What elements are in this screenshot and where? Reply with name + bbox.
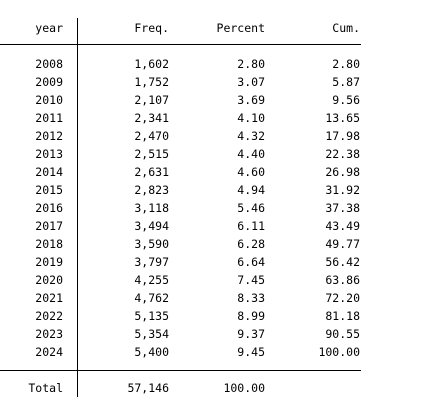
header-year: year xyxy=(35,21,63,35)
row-freq: 2,823 xyxy=(134,183,169,197)
row-freq: 2,470 xyxy=(134,129,169,143)
row-cum: 90.55 xyxy=(325,327,360,341)
row-freq: 5,135 xyxy=(134,309,169,323)
row-freq: 3,118 xyxy=(134,201,169,215)
row-year: 2015 xyxy=(35,183,63,197)
row-percent: 4.94 xyxy=(237,183,265,197)
row-freq: 4,762 xyxy=(134,291,169,305)
row-year: 2008 xyxy=(35,57,63,71)
row-cum: 37.38 xyxy=(325,201,360,215)
row-freq: 2,515 xyxy=(134,147,169,161)
header-percent: Percent xyxy=(216,21,265,35)
row-percent: 9.45 xyxy=(237,345,265,359)
row-percent: 3.69 xyxy=(237,93,265,107)
row-year: 2024 xyxy=(35,345,63,359)
row-cum: 72.20 xyxy=(325,291,360,305)
row-percent: 2.80 xyxy=(237,57,265,71)
total-freq: 57,146 xyxy=(127,381,169,395)
row-cum: 31.92 xyxy=(325,183,360,197)
column-divider xyxy=(77,18,78,397)
row-freq: 3,494 xyxy=(134,219,169,233)
row-freq: 5,400 xyxy=(134,345,169,359)
row-freq: 2,341 xyxy=(134,111,169,125)
row-freq: 4,255 xyxy=(134,273,169,287)
row-year: 2019 xyxy=(35,255,63,269)
row-cum: 49.77 xyxy=(325,237,360,251)
row-percent: 4.10 xyxy=(237,111,265,125)
row-year: 2012 xyxy=(35,129,63,143)
row-cum: 81.18 xyxy=(325,309,360,323)
row-cum: 63.86 xyxy=(325,273,360,287)
row-freq: 1,602 xyxy=(134,57,169,71)
total-percent: 100.00 xyxy=(223,381,265,395)
row-percent: 6.28 xyxy=(237,237,265,251)
row-percent: 4.60 xyxy=(237,165,265,179)
row-percent: 6.64 xyxy=(237,255,265,269)
row-year: 2010 xyxy=(35,93,63,107)
row-cum: 26.98 xyxy=(325,165,360,179)
row-percent: 3.07 xyxy=(237,75,265,89)
row-percent: 4.40 xyxy=(237,147,265,161)
header-cum: Cum. xyxy=(332,21,360,35)
row-year: 2011 xyxy=(35,111,63,125)
row-cum: 17.98 xyxy=(325,129,360,143)
row-percent: 6.11 xyxy=(237,219,265,233)
row-cum: 56.42 xyxy=(325,255,360,269)
row-year: 2016 xyxy=(35,201,63,215)
row-percent: 9.37 xyxy=(237,327,265,341)
row-cum: 5.87 xyxy=(332,75,360,89)
row-year: 2009 xyxy=(35,75,63,89)
row-year: 2023 xyxy=(35,327,63,341)
row-freq: 3,797 xyxy=(134,255,169,269)
row-cum: 43.49 xyxy=(325,219,360,233)
row-year: 2020 xyxy=(35,273,63,287)
total-label: Total xyxy=(28,381,63,395)
row-percent: 8.33 xyxy=(237,291,265,305)
row-cum: 100.00 xyxy=(318,345,360,359)
row-cum: 22.38 xyxy=(325,147,360,161)
row-freq: 5,354 xyxy=(134,327,169,341)
row-year: 2021 xyxy=(35,291,63,305)
row-percent: 8.99 xyxy=(237,309,265,323)
row-year: 2017 xyxy=(35,219,63,233)
row-percent: 7.45 xyxy=(237,273,265,287)
total-rule xyxy=(0,370,361,371)
row-cum: 9.56 xyxy=(332,93,360,107)
header-rule xyxy=(0,44,361,45)
row-freq: 1,752 xyxy=(134,75,169,89)
row-percent: 5.46 xyxy=(237,201,265,215)
row-year: 2014 xyxy=(35,165,63,179)
row-cum: 2.80 xyxy=(332,57,360,71)
row-freq: 2,107 xyxy=(134,93,169,107)
row-freq: 2,631 xyxy=(134,165,169,179)
header-freq: Freq. xyxy=(134,21,169,35)
row-year: 2018 xyxy=(35,237,63,251)
row-percent: 4.32 xyxy=(237,129,265,143)
row-year: 2022 xyxy=(35,309,63,323)
row-freq: 3,590 xyxy=(134,237,169,251)
row-cum: 13.65 xyxy=(325,111,360,125)
row-year: 2013 xyxy=(35,147,63,161)
